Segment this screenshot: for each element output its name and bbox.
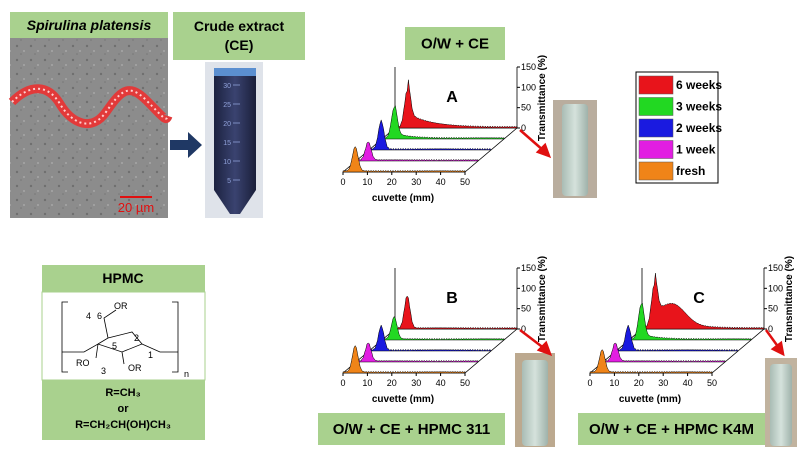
y-tick-label: 150 xyxy=(768,263,783,273)
structure-label: OR xyxy=(114,301,128,311)
vial xyxy=(562,104,588,196)
x-tick-label: 10 xyxy=(362,177,372,187)
panel-caption: O/W + CE + HPMC K4M xyxy=(589,421,754,438)
transmittance-profile xyxy=(356,343,478,362)
structure-label: 2 xyxy=(134,333,139,343)
panel-letter: A xyxy=(446,89,458,106)
legend-swatch xyxy=(639,76,673,94)
x-tick-label: 40 xyxy=(436,177,446,187)
figure: Spirulina platensis 20 µm Crude extract … xyxy=(0,0,800,449)
y-axis-label: Transmittance (%) xyxy=(784,256,795,342)
tube-mark: 5 xyxy=(227,178,231,185)
vial xyxy=(770,364,792,446)
x-tick-label: 40 xyxy=(436,378,446,388)
x-tick-label: 10 xyxy=(362,378,372,388)
vial xyxy=(522,360,548,446)
y-tick-label: 100 xyxy=(521,82,536,92)
panel-letter: B xyxy=(446,290,458,307)
structure-label: n xyxy=(184,369,189,379)
legend-label: 3 weeks xyxy=(676,100,722,114)
extract-title: (CE) xyxy=(225,37,254,53)
x-tick-label: 0 xyxy=(587,378,592,388)
x-tick-label: 40 xyxy=(683,378,693,388)
x-axis-label: cuvette (mm) xyxy=(372,193,434,204)
structure-label: 6 xyxy=(97,311,102,321)
panel-caption: O/W + CE xyxy=(421,36,489,53)
substituent: R=CH₃ xyxy=(105,387,140,399)
scale-label: 20 µm xyxy=(118,200,154,215)
extract-title: Crude extract xyxy=(194,18,285,34)
structure-label: RO xyxy=(76,358,90,368)
micrograph xyxy=(10,12,168,218)
legend-label: 1 week xyxy=(676,143,716,157)
x-tick-label: 20 xyxy=(387,378,397,388)
structure-label: 1 xyxy=(148,350,153,360)
legend: 6 weeks 3 weeks 2 weeks 1 week fresh xyxy=(636,72,722,183)
legend-swatch xyxy=(639,162,673,180)
panel-letter: C xyxy=(693,290,705,307)
x-tick-label: 30 xyxy=(411,378,421,388)
legend-label: 2 weeks xyxy=(676,121,722,135)
transmittance-profile xyxy=(603,343,725,362)
y-tick-label: 50 xyxy=(768,304,778,314)
substituent: R=CH₂CH(OH)CH₃ xyxy=(75,419,171,431)
y-tick-label: 50 xyxy=(521,103,531,113)
substituent: or xyxy=(118,403,130,415)
panel-caption: O/W + CE + HPMC 311 xyxy=(333,421,491,438)
x-tick-label: 10 xyxy=(609,378,619,388)
structure-label: 3 xyxy=(101,366,106,376)
y-tick-label: 150 xyxy=(521,62,536,72)
x-axis-label: cuvette (mm) xyxy=(619,394,681,405)
x-tick-label: 50 xyxy=(460,177,470,187)
x-tick-label: 50 xyxy=(460,378,470,388)
x-tick-label: 30 xyxy=(658,378,668,388)
x-axis-label: cuvette (mm) xyxy=(372,394,434,405)
x-tick-label: 0 xyxy=(340,378,345,388)
y-axis-label: Transmittance (%) xyxy=(537,55,548,141)
x-tick-label: 20 xyxy=(634,378,644,388)
structure-label: 5 xyxy=(112,341,117,351)
structure-label: OR xyxy=(128,363,142,373)
tube-mark: 30 xyxy=(223,83,231,90)
y-tick-label: 100 xyxy=(521,283,536,293)
legend-swatch xyxy=(639,141,673,159)
legend-swatch xyxy=(639,98,673,116)
tube-top xyxy=(214,68,256,76)
species-title: Spirulina platensis xyxy=(27,17,152,33)
x-tick-label: 20 xyxy=(387,177,397,187)
y-tick-label: 50 xyxy=(521,304,531,314)
tube-mark: 15 xyxy=(223,140,231,147)
tube-mark: 10 xyxy=(223,159,231,166)
x-tick-label: 0 xyxy=(340,177,345,187)
legend-label: fresh xyxy=(676,164,705,178)
y-axis-label: Transmittance (%) xyxy=(537,256,548,342)
transmittance-profile xyxy=(382,106,504,139)
y-tick-label: 100 xyxy=(768,283,783,293)
y-tick-label: 150 xyxy=(521,263,536,273)
legend-swatch xyxy=(639,119,673,137)
legend-label: 6 weeks xyxy=(676,78,722,92)
tube-mark: 25 xyxy=(223,102,231,109)
x-tick-label: 30 xyxy=(411,177,421,187)
structure-label: 4 xyxy=(86,311,91,321)
process-arrow xyxy=(170,132,202,158)
x-tick-label: 50 xyxy=(707,378,717,388)
tube-mark: 20 xyxy=(223,121,231,128)
transmittance-profile xyxy=(356,142,478,161)
hpmc-title: HPMC xyxy=(102,270,143,286)
